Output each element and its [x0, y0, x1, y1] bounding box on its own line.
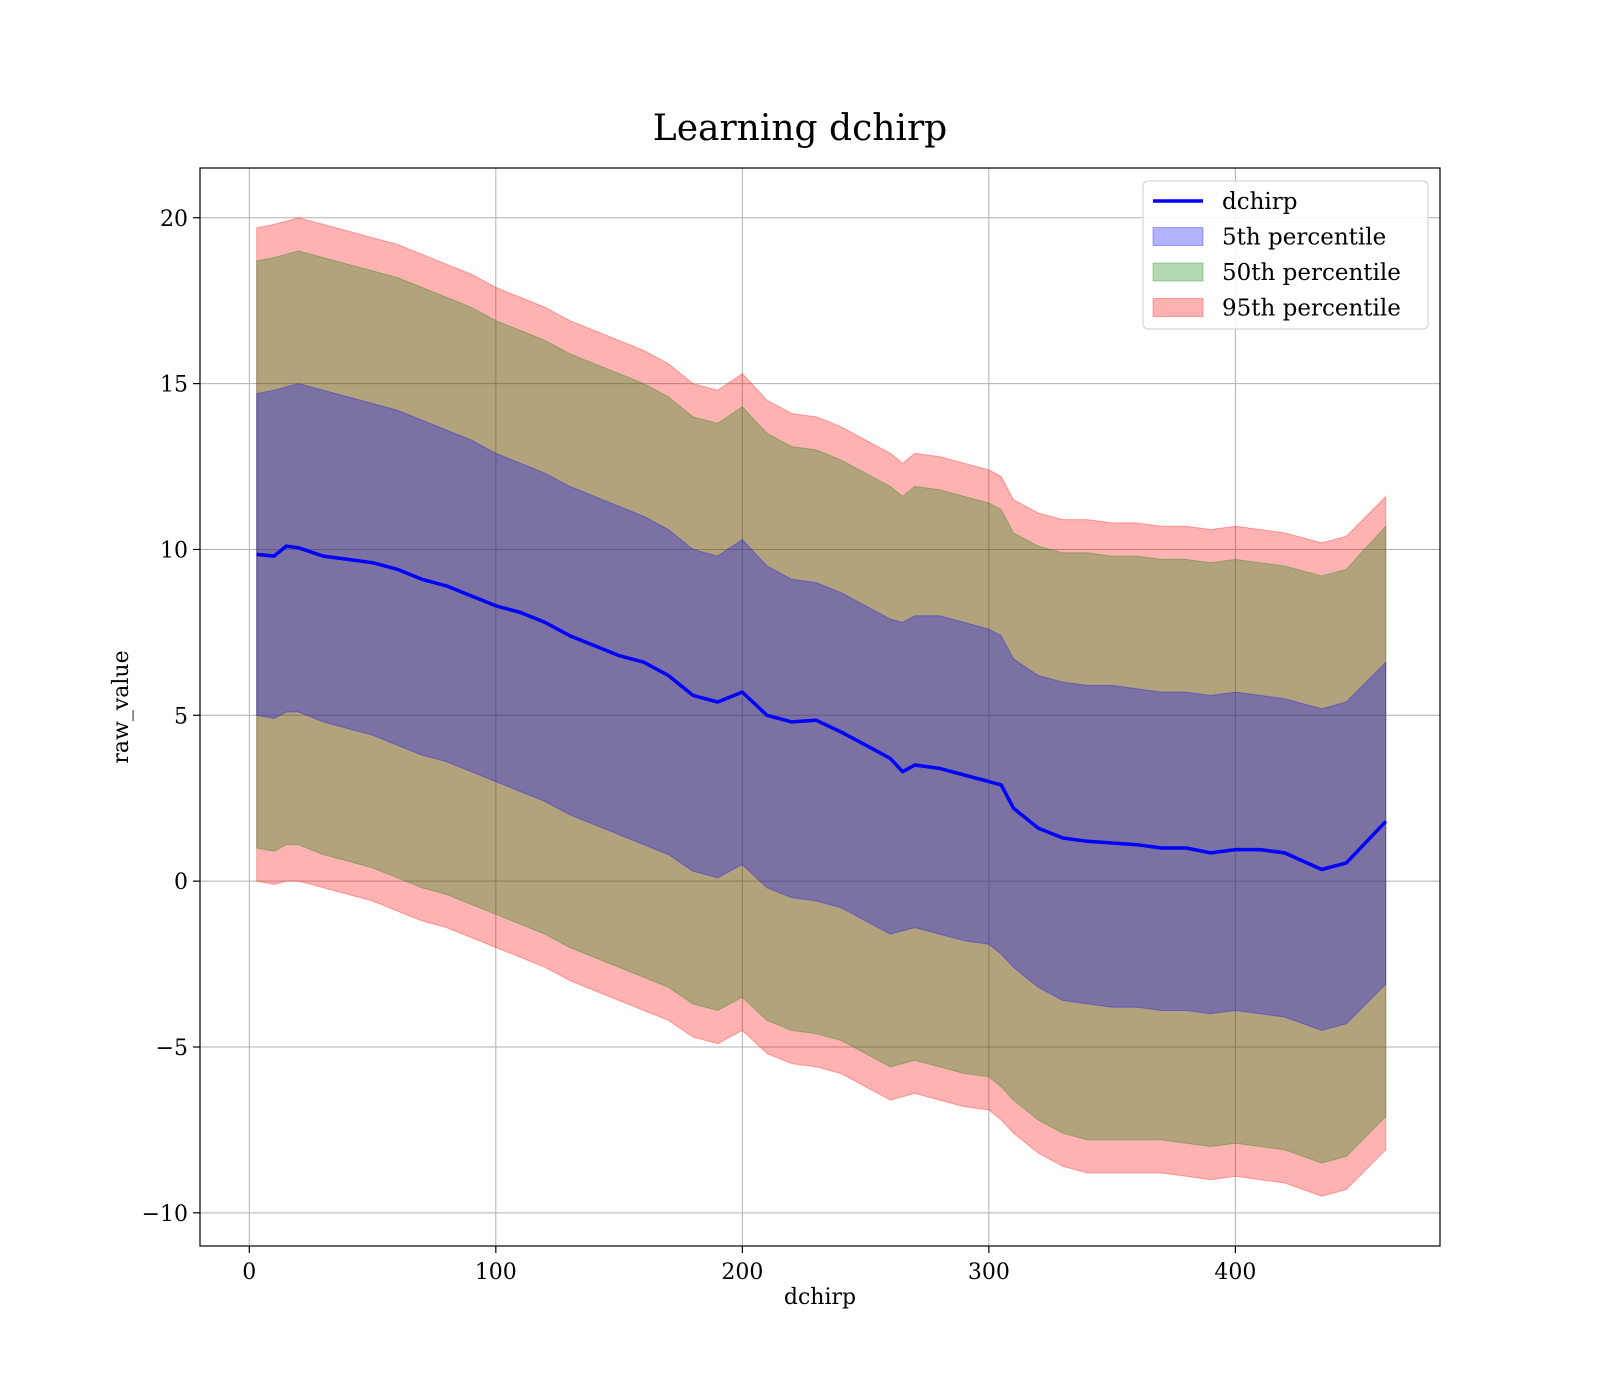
y-tick-label: −10	[142, 1202, 188, 1227]
y-tick-label: 15	[160, 373, 188, 398]
band-5th-percentile	[256, 383, 1387, 1031]
x-tick-label: 200	[721, 1260, 763, 1285]
y-tick-label: 20	[160, 207, 188, 232]
legend-swatch-patch	[1152, 262, 1204, 282]
percentile-bands	[256, 217, 1387, 1197]
legend-label: dchirp	[1222, 189, 1298, 215]
y-tick-label: −5	[156, 1036, 188, 1061]
legend: dchirp 5th percentile 50th percentile 95th …	[1142, 180, 1429, 330]
x-tick-label: 100	[475, 1260, 517, 1285]
legend-box	[1142, 180, 1429, 330]
plot-frame	[199, 167, 1441, 1247]
legend-swatch-patch	[1152, 227, 1204, 246]
legend-label: 5th percentile	[1222, 225, 1386, 251]
x-axis-ticks: 0 100 200 300 400	[242, 1246, 1256, 1285]
x-tick-label: 0	[242, 1260, 256, 1285]
band-50th-percentile	[256, 250, 1387, 1164]
x-axis-label: dchirp	[784, 1285, 856, 1310]
y-tick-label: 0	[174, 870, 188, 895]
dchirp-line	[256, 544, 1388, 872]
legend-label: 50th percentile	[1222, 260, 1401, 286]
chart-title: Learning dchirp	[653, 108, 947, 149]
y-axis-ticks: −10 −5 0 5 10 15 20	[142, 207, 200, 1227]
legend-swatch-patch	[1152, 298, 1204, 317]
x-tick-label: 300	[968, 1260, 1010, 1285]
x-tick-label: 400	[1214, 1260, 1256, 1285]
grid	[200, 168, 1440, 1246]
band-95th-percentile	[256, 217, 1387, 1197]
y-tick-label: 10	[160, 538, 188, 563]
legend-label: 95th percentile	[1222, 296, 1401, 322]
y-axis-label: raw_value	[109, 650, 134, 763]
y-tick-label: 5	[174, 704, 188, 729]
dchirp-line-layer	[256, 544, 1388, 872]
